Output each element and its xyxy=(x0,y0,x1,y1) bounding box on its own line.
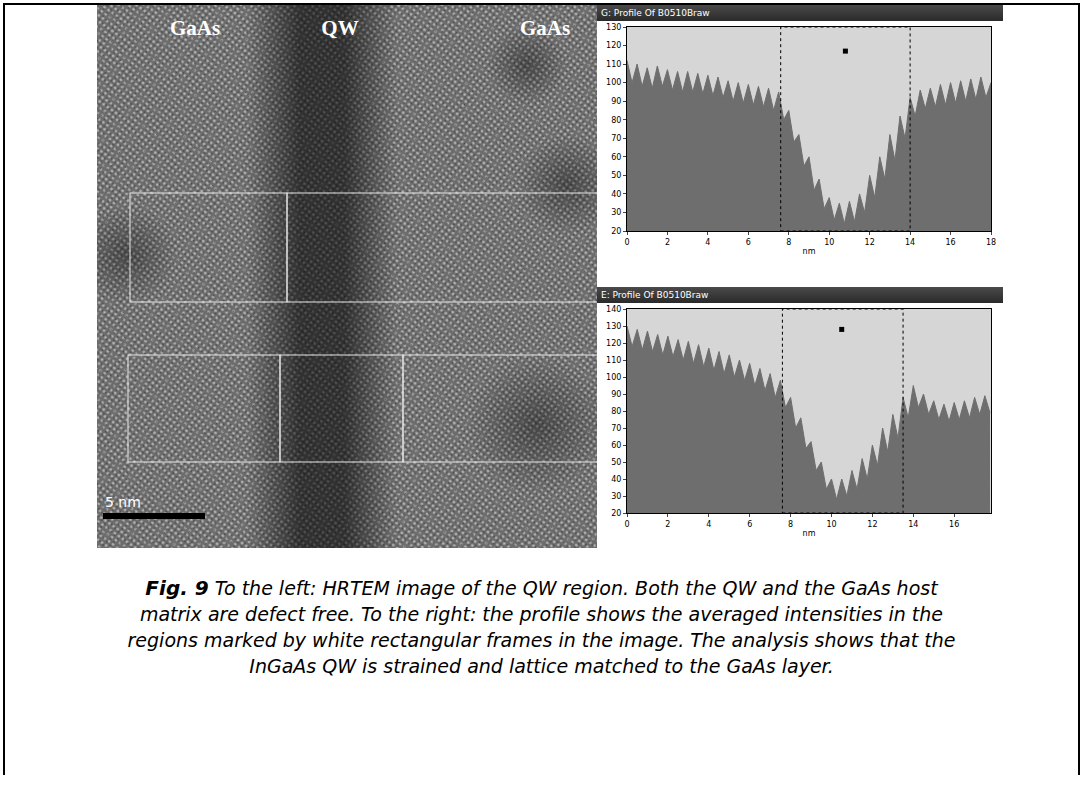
svg-text:80: 80 xyxy=(611,116,621,125)
svg-text:130: 130 xyxy=(606,322,621,331)
svg-text:10: 10 xyxy=(824,238,834,247)
svg-text:GaAs: GaAs xyxy=(170,16,220,40)
svg-text:90: 90 xyxy=(611,390,621,399)
svg-text:40: 40 xyxy=(611,190,621,199)
svg-text:16: 16 xyxy=(945,238,955,247)
svg-text:14: 14 xyxy=(905,238,915,247)
svg-text:110: 110 xyxy=(606,356,621,365)
svg-text:8: 8 xyxy=(788,520,793,529)
svg-text:GaAs: GaAs xyxy=(520,16,570,40)
html-text:E: Profile Of B0510Braw: E: Profile Of B0510Braw xyxy=(601,290,709,300)
svg-text:12: 12 xyxy=(867,520,877,529)
svg-text:nm: nm xyxy=(803,529,816,538)
svg-text:50: 50 xyxy=(611,458,621,467)
svg-text:120: 120 xyxy=(606,41,621,50)
svg-text:80: 80 xyxy=(611,407,621,416)
svg-text:16: 16 xyxy=(949,520,959,529)
svg-text:120: 120 xyxy=(606,339,621,348)
svg-text:10: 10 xyxy=(826,520,836,529)
svg-text:4: 4 xyxy=(705,238,710,247)
svg-text:40: 40 xyxy=(611,475,621,484)
svg-text:2: 2 xyxy=(665,238,670,247)
svg-text:30: 30 xyxy=(611,492,621,501)
svg-text:110: 110 xyxy=(606,60,621,69)
svg-text:nm: nm xyxy=(803,247,816,256)
svg-text:6: 6 xyxy=(746,238,751,247)
svg-text:0: 0 xyxy=(624,238,629,247)
svg-text:4: 4 xyxy=(706,520,711,529)
svg-text:100: 100 xyxy=(606,373,621,382)
html-text:G: Profile Of B0510Braw: G: Profile Of B0510Braw xyxy=(601,8,710,18)
svg-text:140: 140 xyxy=(606,305,621,314)
svg-text:70: 70 xyxy=(611,424,621,433)
svg-text:50: 50 xyxy=(611,171,621,180)
html-text:Fig. 9 To the left: HRTEM imag: Fig. 9 To the left: HRTEM image of the Q… xyxy=(127,576,956,677)
svg-text:18: 18 xyxy=(986,238,996,247)
svg-text:20: 20 xyxy=(611,509,621,518)
svg-text:8: 8 xyxy=(786,238,791,247)
svg-text:QW: QW xyxy=(321,16,358,40)
svg-text:12: 12 xyxy=(865,238,875,247)
svg-text:70: 70 xyxy=(611,134,621,143)
svg-text:90: 90 xyxy=(611,97,621,106)
svg-text:60: 60 xyxy=(611,153,621,162)
svg-text:6: 6 xyxy=(747,520,752,529)
svg-text:5 nm: 5 nm xyxy=(105,494,141,510)
svg-text:2: 2 xyxy=(665,520,670,529)
svg-text:20: 20 xyxy=(611,227,621,236)
svg-text:100: 100 xyxy=(606,78,621,87)
svg-text:130: 130 xyxy=(606,23,621,32)
svg-text:30: 30 xyxy=(611,208,621,217)
svg-text:60: 60 xyxy=(611,441,621,450)
svg-text:0: 0 xyxy=(624,520,629,529)
svg-text:14: 14 xyxy=(908,520,918,529)
